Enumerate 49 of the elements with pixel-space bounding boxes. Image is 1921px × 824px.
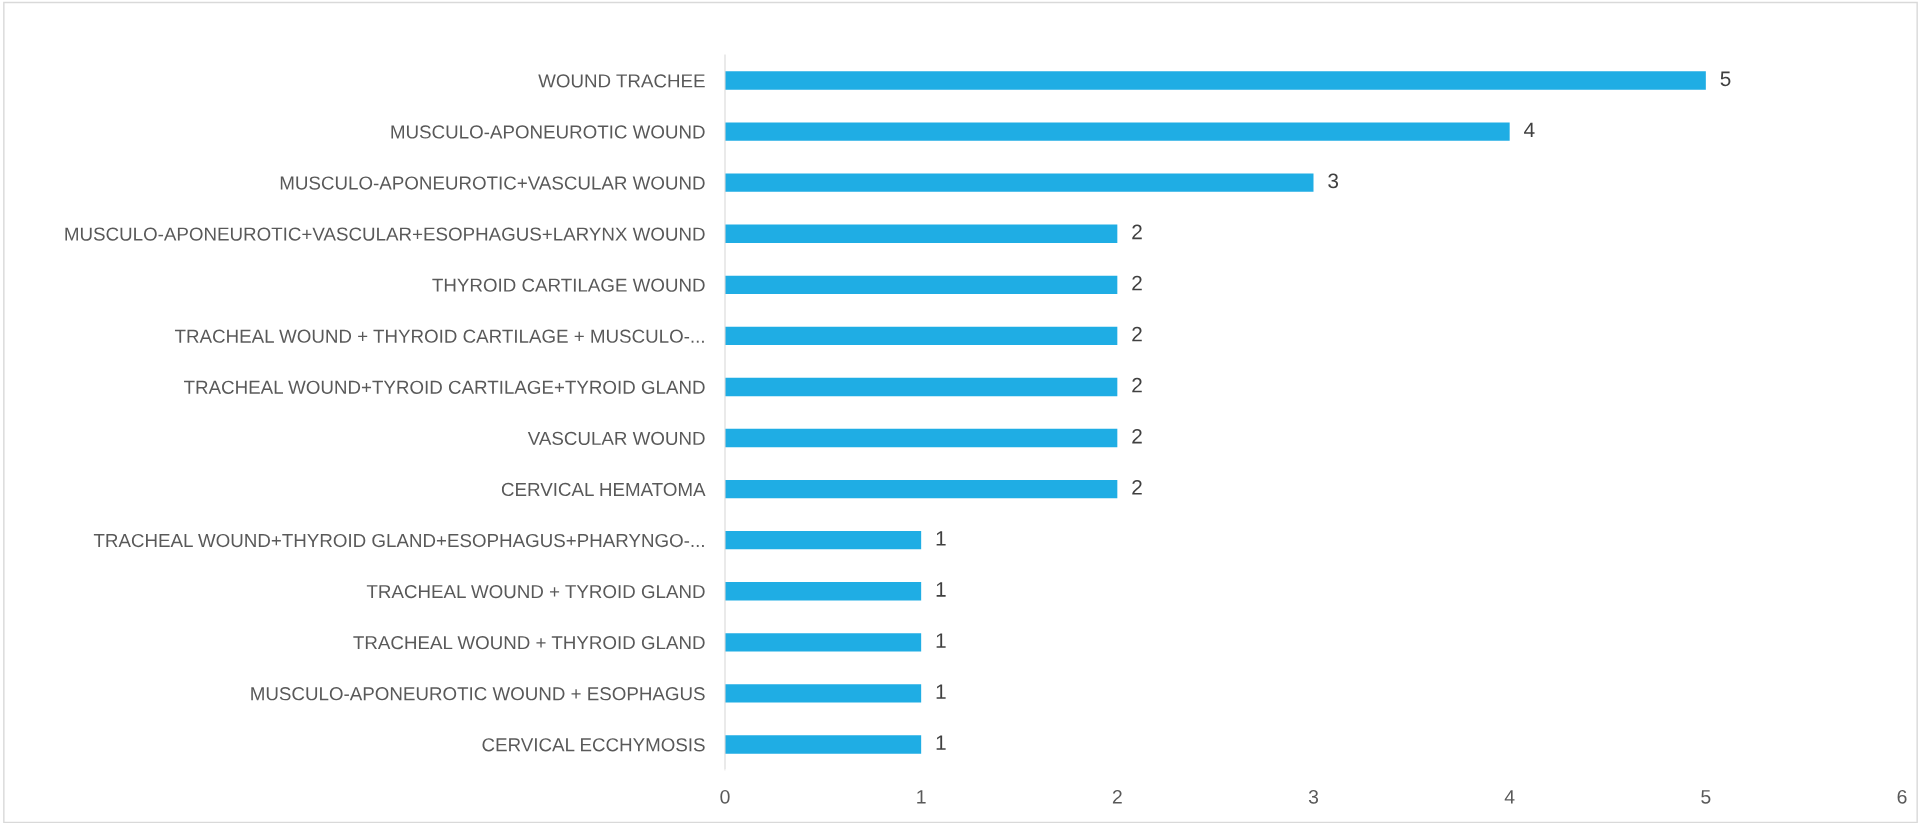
- x-tick-label: 4: [1504, 790, 1515, 804]
- data-label: 2: [1132, 377, 1142, 393]
- x-tick-label: 2: [1112, 789, 1122, 804]
- data-label: 2: [1132, 326, 1142, 342]
- data-label: 1: [936, 582, 946, 597]
- y-tick-label: TRACHEAL WOUND + THYROID GLAND: [353, 636, 705, 650]
- bar: [725, 275, 1118, 295]
- bar: [725, 582, 922, 601]
- data-label: 3: [1328, 173, 1339, 189]
- bar: [725, 173, 1314, 192]
- data-label: 5: [1720, 71, 1731, 87]
- y-tick-label: VASCULAR WOUND: [527, 431, 705, 446]
- y-tick-label: CERVICAL ECCHYMOSIS: [482, 738, 705, 752]
- y-tick-label: TRACHEAL WOUND+THYROID GLAND+ESOPHAGUS+PHARYNGO-...: [93, 533, 704, 548]
- x-tick-label: 6: [1897, 789, 1907, 804]
- data-label: 1: [936, 633, 946, 648]
- y-tick-label: MUSCULO-APONEUROTIC+VASCULAR WOUND: [280, 176, 705, 190]
- bar: [725, 428, 1118, 448]
- data-label: 2: [1132, 224, 1142, 240]
- y-tick-label: WOUND TRACHEE: [538, 74, 705, 88]
- bar: [725, 326, 1118, 346]
- data-label: 1: [936, 531, 946, 546]
- data-label: 2: [1132, 275, 1142, 291]
- y-tick-label: THYROID CARTILAGE WOUND: [432, 278, 705, 292]
- bar: [725, 224, 1118, 243]
- y-tick-label: MUSCULO-APONEUROTIC WOUND + ESOPHAGUS: [251, 687, 705, 701]
- bar: [725, 530, 922, 550]
- y-tick-label: TRACHEAL WOUND+TYROID CARTILAGE+TYROID GLAND: [184, 380, 705, 394]
- bar: [725, 633, 922, 652]
- bar: [725, 735, 922, 754]
- bar: [725, 71, 1706, 90]
- x-tick-label: 0: [720, 789, 730, 804]
- x-tick-label: 1: [917, 790, 926, 804]
- data-label: 1: [936, 684, 946, 699]
- y-tick-label: MUSCULO-APONEUROTIC WOUND: [391, 125, 705, 139]
- y-tick-label: CERVICAL HEMATOMA: [501, 482, 706, 497]
- x-tick-label: 3: [1308, 789, 1319, 804]
- data-label: 2: [1132, 428, 1142, 444]
- y-tick-label: TRACHEAL WOUND + TYROID GLAND: [366, 584, 705, 599]
- bar: [725, 479, 1118, 499]
- y-tick-label: TRACHEAL WOUND + THYROID CARTILAGE + MUSCULO-...: [174, 329, 704, 343]
- bar: [725, 684, 922, 703]
- bar: [725, 377, 1118, 397]
- data-label: 4: [1524, 122, 1535, 137]
- data-label: 1: [936, 735, 946, 750]
- y-tick-label: MUSCULO-APONEUROTIC+VASCULAR+ESOPHAGUS+LARYNX WOUND: [65, 227, 705, 241]
- x-tick-label: 5: [1701, 790, 1711, 804]
- data-label: 2: [1132, 479, 1142, 495]
- bar: [725, 122, 1510, 141]
